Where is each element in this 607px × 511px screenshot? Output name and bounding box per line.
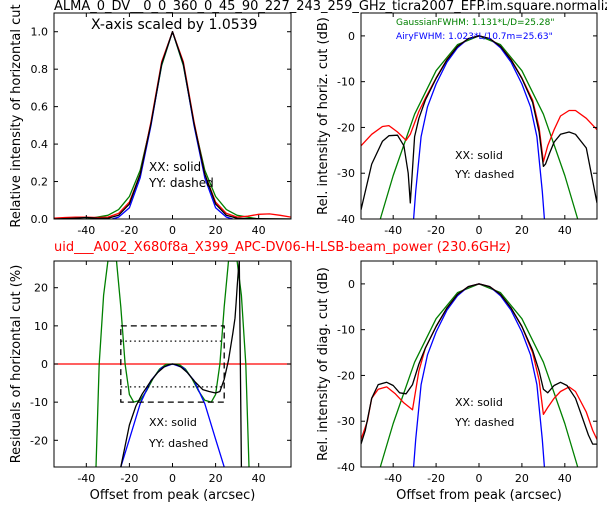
x-tick-label: -20 (120, 472, 138, 485)
y-tick-label: -40 (337, 461, 355, 474)
series-xx-solid-3 (361, 283, 597, 445)
annotation: XX: solid (455, 149, 503, 162)
y-tick-label: 0 (41, 358, 48, 371)
panel-br: -40 -20 0 20 40 -40 -30 -20 -10 0 Offset from peak… (316, 260, 598, 503)
series-green-solid-0 (379, 283, 579, 467)
panel-tr: -40 -20 0 20 40 -40 -30 -20 -10 0 Rel. intensity o… (316, 12, 598, 237)
y-tick-label: -30 (337, 167, 355, 180)
x-tick-label: 20 (515, 224, 529, 237)
x-tick-label: 40 (558, 472, 572, 485)
series-blue-solid-1 (412, 283, 546, 467)
annotation: XX: solid (149, 160, 201, 174)
x-tick-label: 0 (169, 224, 176, 237)
x-tick-label: -40 (77, 224, 95, 237)
x-axis-label: Offset from peak (arcsec) (90, 488, 256, 503)
x-tick-label: 40 (558, 224, 572, 237)
annotation: XX: solid (149, 416, 197, 429)
y-tick-label: 0.4 (31, 138, 49, 151)
y-tick-label: -30 (337, 415, 355, 428)
y-tick-label: 20 (34, 282, 48, 295)
y-tick-label: -40 (337, 213, 355, 226)
y-axis-label: Residuals of horizontal cut (%) (9, 265, 24, 464)
series-xx-solid-3 (54, 31, 291, 219)
y-tick-label: 0 (348, 30, 355, 43)
y-tick-label: -20 (30, 434, 48, 447)
y-tick-label: -20 (337, 121, 355, 134)
y-tick-label: 1.0 (31, 26, 49, 39)
y-tick-label: 0.8 (31, 63, 49, 76)
y-tick-label: 0 (348, 278, 355, 291)
annotation: YY: dashed (454, 416, 514, 429)
x-tick-label: 0 (476, 472, 483, 485)
panel-tl: -40 -20 0 20 40 0.0 0.2 0.4 0.6 0.8 1.0 Relative in… (9, 4, 292, 237)
x-tick-label: -40 (384, 224, 402, 237)
series-blue-solid-1 (412, 35, 546, 219)
legend-entry: GaussianFWHM: 1.131*L/D=25.28" (396, 18, 554, 28)
y-tick-label: 0.6 (31, 101, 49, 114)
annotation: X-axis scaled by 1.0539 (91, 17, 257, 33)
y-tick-label: -10 (337, 324, 355, 337)
panel-bl: -40 -20 0 20 40 -20 -10 0 10 20 Offset from peak (… (9, 260, 292, 503)
x-tick-label: 40 (252, 224, 266, 237)
x-tick-label: 20 (209, 472, 223, 485)
legend-entry: AiryFWHM: 1.023*L/10.7m=25.63" (396, 32, 553, 42)
x-tick-label: -40 (77, 472, 95, 485)
x-tick-label: 20 (515, 472, 529, 485)
y-tick-label: 0.0 (31, 213, 49, 226)
annotation: XX: solid (455, 396, 503, 409)
x-tick-label: 40 (252, 472, 266, 485)
y-axis-label: Relative intensity of horizontal cut (9, 4, 24, 227)
x-tick-label: -20 (120, 224, 138, 237)
series-blue-solid-1 (112, 31, 233, 219)
y-axis-label: Rel. intensity of horiz. cut (dB) (316, 17, 331, 215)
x-tick-label: -40 (384, 472, 402, 485)
annotation: YY: dashed (454, 168, 514, 181)
annotation: YY: dashed (148, 176, 214, 190)
y-tick-label: -10 (30, 396, 48, 409)
x-tick-label: 0 (476, 224, 483, 237)
x-tick-label: -20 (427, 224, 445, 237)
x-tick-label: 0 (169, 472, 176, 485)
y-axis-label: Rel. intensity of diag. cut (dB) (316, 267, 331, 461)
plot-frame (360, 260, 598, 468)
series-xx-solid-3 (120, 261, 243, 467)
series-xx-solid-3 (361, 35, 597, 210)
y-tick-label: -10 (337, 76, 355, 89)
x-axis-label: Offset from peak (arcsec) (396, 488, 562, 503)
y-tick-label: 10 (34, 320, 48, 333)
figure-title: ALMA_0_DV__0_0_360_0_45_90_227_243_259_G… (54, 0, 607, 14)
series-red-solid-2 (54, 31, 291, 219)
y-tick-label: -20 (337, 369, 355, 382)
x-tick-label: 20 (209, 224, 223, 237)
series-red-solid-2 (361, 35, 597, 163)
figure-subtitle: uid___A002_X680f8a_X399_APC-DV06-H-LSB-b… (54, 240, 511, 255)
y-tick-label: 0.2 (31, 176, 49, 189)
series-green-solid-0 (54, 31, 291, 219)
annotation: YY: dashed (148, 437, 208, 450)
x-tick-label: -20 (427, 472, 445, 485)
